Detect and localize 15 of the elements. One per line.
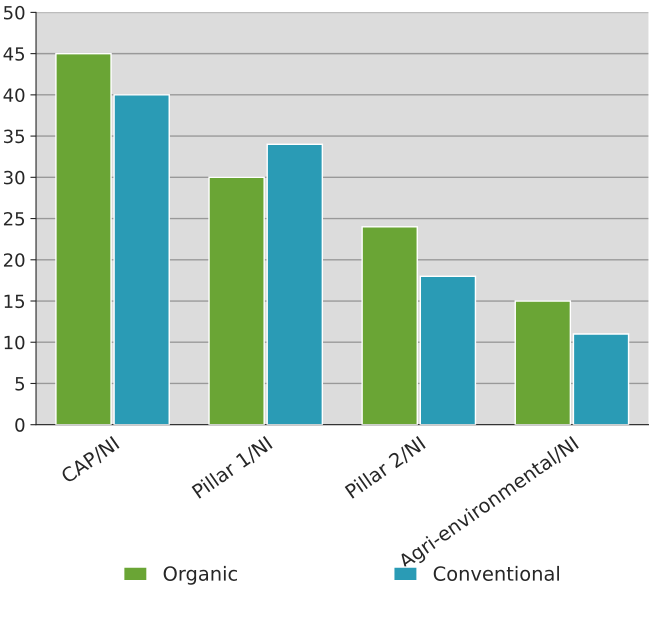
y-tick-label: 25 (4, 212, 24, 226)
y-tick-label: 20 (4, 253, 24, 267)
y-tick-label: 50 (4, 6, 24, 20)
legend-label: Conventional (434, 566, 559, 581)
y-tick-label: 35 (4, 130, 24, 144)
legend-label: Organic (164, 566, 237, 585)
y-tick-label: 15 (4, 294, 24, 308)
y-tick-label: 5 (16, 377, 24, 391)
y-tick-label: 40 (4, 88, 24, 102)
bar (113, 94, 170, 425)
y-tick-label: 0 (15, 418, 24, 432)
y-tick-label: 30 (4, 170, 24, 184)
y-tick-label: 10 (4, 336, 24, 350)
y-tick-label: 45 (4, 47, 24, 61)
bar (55, 52, 112, 425)
